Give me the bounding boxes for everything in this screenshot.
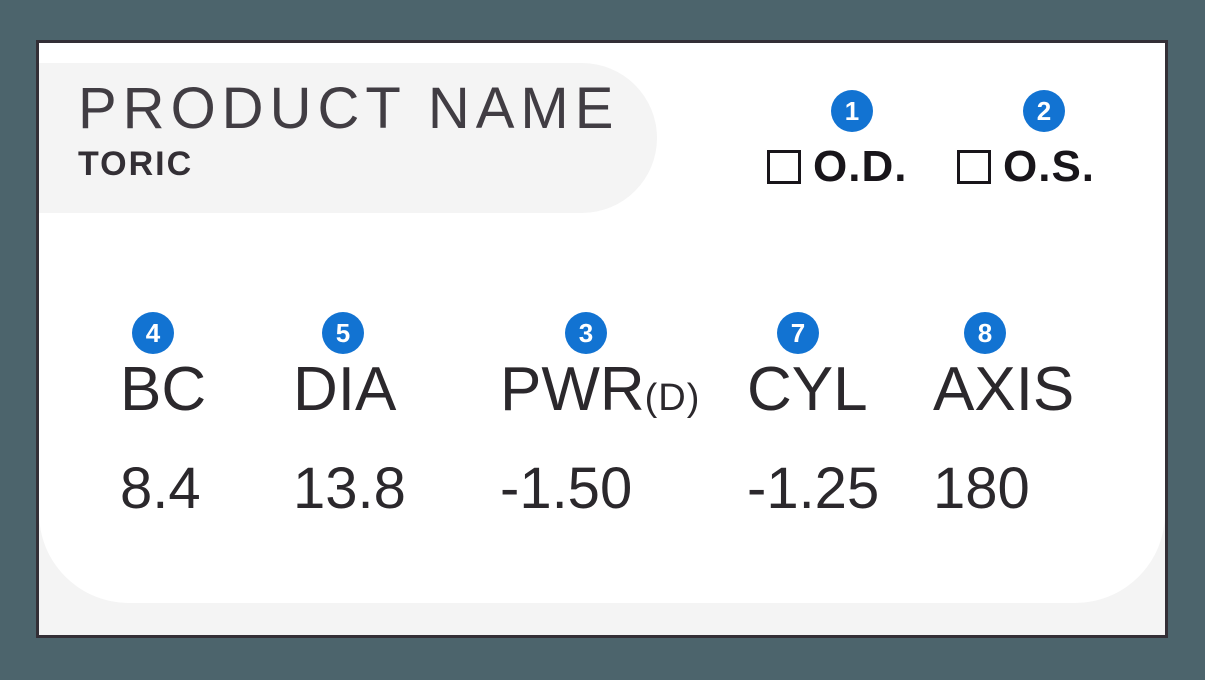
param-column-bc: 4 BC 8.4 xyxy=(120,312,206,521)
product-label-card: PRODUCT NAME TORIC 1 O.D. 2 O.S. 4 BC 8.… xyxy=(36,40,1168,638)
callout-badge-2: 2 xyxy=(1023,90,1065,132)
product-type-subtitle: TORIC xyxy=(78,144,194,183)
param-value-axis: 180 xyxy=(933,456,1030,522)
param-label-bc: BC xyxy=(120,355,207,424)
eye-option-os: 2 O.S. xyxy=(957,90,1095,189)
param-label-text: BC xyxy=(120,355,207,424)
eye-option-od: 1 O.D. xyxy=(767,90,907,189)
os-checkbox[interactable] xyxy=(957,150,991,184)
param-label-text: CYL xyxy=(747,355,868,424)
os-row: O.S. xyxy=(957,145,1095,189)
od-label: O.D. xyxy=(813,142,908,191)
callout-badge-8: 8 xyxy=(964,312,1006,354)
param-value-cyl: -1.25 xyxy=(747,456,880,522)
param-column-dia: 5 DIA 13.8 xyxy=(293,312,406,521)
os-label: O.S. xyxy=(1003,142,1096,191)
product-name-title: PRODUCT NAME xyxy=(78,76,620,141)
param-value-dia: 13.8 xyxy=(293,456,406,522)
param-column-pwr: 3 PWR(D) -1.50 xyxy=(500,312,700,521)
callout-badge-3: 3 xyxy=(565,312,607,354)
callout-badge-4: 4 xyxy=(132,312,174,354)
param-label-axis: AXIS xyxy=(933,355,1075,424)
param-value-bc: 8.4 xyxy=(120,456,201,522)
header-pill: PRODUCT NAME TORIC xyxy=(39,63,657,213)
param-value-pwr: -1.50 xyxy=(500,456,633,522)
param-label-suffix: (D) xyxy=(644,377,701,419)
param-label-cyl: CYL xyxy=(747,355,868,424)
param-label-dia: DIA xyxy=(293,355,397,424)
callout-badge-5: 5 xyxy=(322,312,364,354)
param-label-text: DIA xyxy=(293,355,397,424)
callout-badge-7: 7 xyxy=(777,312,819,354)
param-label-text: AXIS xyxy=(933,355,1075,424)
callout-badge-1: 1 xyxy=(831,90,873,132)
od-checkbox[interactable] xyxy=(767,150,801,184)
od-row: O.D. xyxy=(767,145,907,189)
param-label-text: PWR xyxy=(500,355,645,424)
param-label-pwr: PWR(D) xyxy=(500,355,701,424)
param-column-axis: 8 AXIS 180 xyxy=(933,312,1074,521)
param-column-cyl: 7 CYL -1.25 xyxy=(747,312,879,521)
